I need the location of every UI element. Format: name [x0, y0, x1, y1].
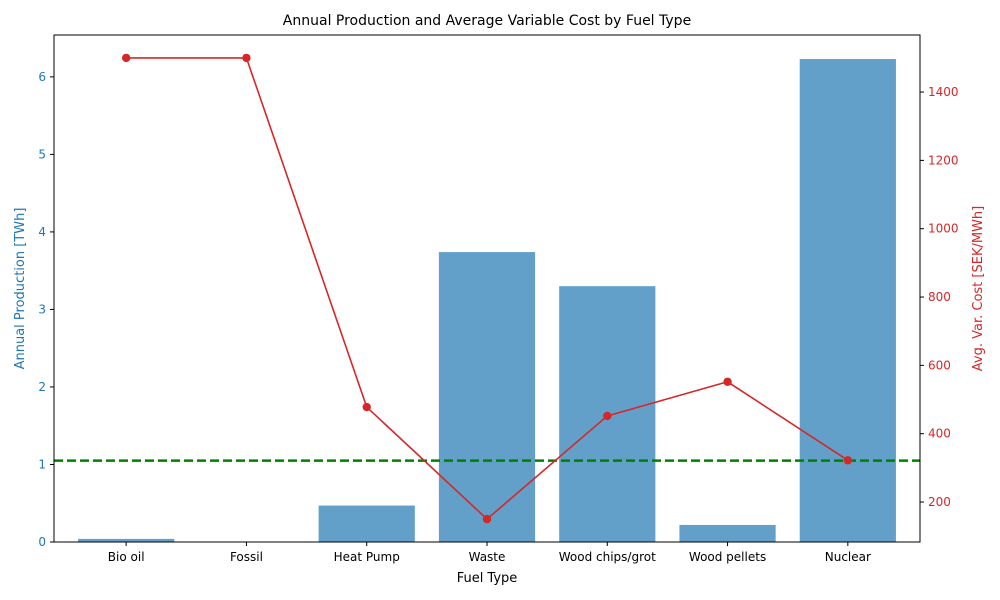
- bar-wood-pellets: [679, 524, 776, 542]
- cost-line-group: [121, 53, 853, 524]
- right-tick-label: 200: [928, 495, 951, 509]
- x-tick-label: Waste: [469, 550, 506, 564]
- right-tick-label: 1200: [928, 153, 959, 167]
- x-tick-label: Wood chips/grot: [559, 550, 656, 564]
- cost-point-bio-oil: [121, 53, 131, 63]
- x-axis-label: Fuel Type: [457, 571, 518, 586]
- right-axis-label: Avg. Var. Cost [SEK/MWh]: [971, 206, 986, 371]
- bar-heat-pump: [318, 505, 415, 542]
- bar-nuclear: [799, 59, 896, 542]
- cost-point-nuclear: [843, 456, 853, 465]
- x-tick-label: Bio oil: [108, 550, 145, 564]
- right-tick-label: 1400: [928, 85, 959, 99]
- right-tick-label: 1000: [928, 222, 959, 236]
- chart-title: Annual Production and Average Variable C…: [283, 13, 691, 29]
- x-tick-label: Fossil: [230, 550, 263, 564]
- cost-point-waste: [482, 514, 492, 524]
- left-axis-label: Annual Production [TWh]: [13, 208, 28, 370]
- cost-point-wood-chips-grot: [603, 411, 612, 421]
- left-axis-ticks: 0 1 2 3 4 5 6: [38, 70, 54, 549]
- right-tick-label: 400: [928, 427, 951, 441]
- left-tick-label: 3: [38, 302, 46, 316]
- left-tick-label: 1: [38, 457, 46, 471]
- bar-waste: [438, 252, 536, 542]
- cost-point-heat-pump: [362, 402, 371, 412]
- cost-point-wood-pellets: [723, 377, 732, 386]
- left-tick-label: 6: [38, 70, 46, 84]
- right-axis-ticks: 200 400 600 800 1000 1200 1400: [920, 85, 959, 509]
- x-tick-label: Nuclear: [825, 550, 871, 564]
- left-tick-label: 2: [38, 380, 46, 394]
- left-tick-label: 4: [38, 225, 46, 239]
- x-tick-label: Heat Pump: [334, 550, 400, 564]
- right-tick-label: 800: [928, 290, 951, 304]
- bar-bio-oil: [78, 538, 175, 542]
- x-axis-ticks: Bio oil Fossil Heat Pump Waste Wood chips/gr…: [108, 542, 871, 564]
- x-tick-label: Wood pellets: [689, 550, 766, 564]
- left-tick-label: 5: [38, 147, 46, 161]
- left-tick-label: 0: [38, 535, 46, 549]
- right-tick-label: 600: [928, 358, 951, 372]
- cost-point-fossil: [242, 53, 251, 63]
